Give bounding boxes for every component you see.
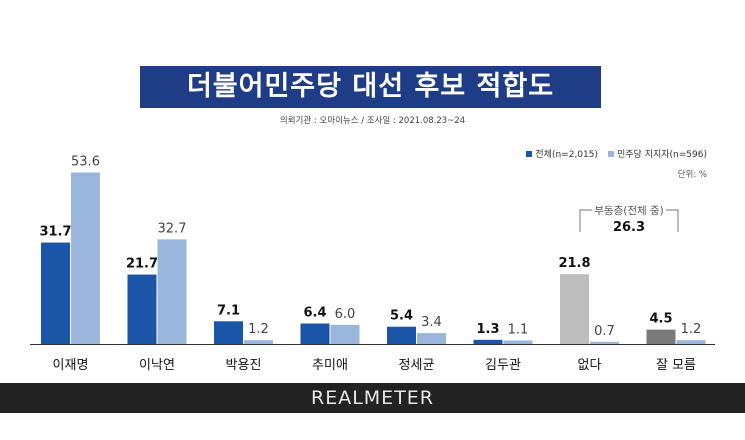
value-label-supporters-1: 32.7 — [158, 221, 187, 236]
category-label-1: 이낙연 — [139, 358, 175, 373]
bar-all-7 — [646, 329, 676, 344]
bar-supporters-7 — [676, 340, 706, 344]
bar-all-5 — [473, 339, 503, 344]
legend: 전체(n=2,015) 민주당 지지자(n=596) — [526, 147, 707, 160]
value-label-supporters-6: 0.7 — [594, 324, 615, 339]
category-label-7: 잘 모름 — [656, 358, 696, 373]
annotation-label: 부동층(전체 중) — [594, 205, 664, 217]
bar-all-6 — [560, 274, 589, 344]
brand-bar — [0, 383, 745, 413]
value-label-all-1: 21.7 — [126, 257, 158, 272]
value-label-supporters-5: 1.1 — [508, 322, 529, 337]
bar-all-3 — [300, 323, 330, 344]
value-label-all-7: 4.5 — [649, 312, 672, 327]
value-label-supporters-7: 1.2 — [681, 322, 702, 337]
legend-swatch-all — [526, 150, 533, 157]
annotation-bracket — [579, 209, 679, 232]
bar-supporters-6 — [590, 341, 619, 344]
value-label-supporters-2: 1.2 — [248, 322, 269, 337]
chart-title: 더불어민주당 대선 후보 적합도 — [140, 66, 601, 108]
bar-supporters-5 — [503, 340, 533, 344]
unit-label: 단위: % — [677, 170, 707, 180]
bar-all-2 — [214, 321, 243, 344]
brand-logo-text: REALMETER — [311, 387, 434, 409]
category-label-5: 김두관 — [485, 358, 521, 373]
value-label-supporters-3: 6.0 — [335, 307, 356, 322]
value-label-supporters-4: 3.4 — [421, 315, 442, 330]
bar-all-4 — [387, 326, 416, 344]
value-label-all-3: 6.4 — [303, 306, 326, 321]
category-label-3: 추미애 — [312, 358, 348, 373]
bar-all-0 — [41, 242, 70, 344]
category-label-0: 이재명 — [53, 358, 89, 373]
legend-label-all: 전체(n=2,015) — [535, 150, 598, 160]
legend-swatch-supporters — [608, 150, 614, 157]
annotation-value: 26.3 — [613, 220, 645, 235]
bar-supporters-1 — [157, 239, 187, 344]
legend-item-all: 전체(n=2,015) — [526, 147, 598, 160]
category-label-2: 박용진 — [226, 358, 262, 373]
bar-supporters-3 — [330, 324, 360, 344]
bar-supporters-2 — [244, 340, 273, 344]
value-label-all-4: 5.4 — [390, 309, 413, 324]
category-label-4: 정세균 — [399, 358, 435, 373]
bar-all-1 — [127, 274, 157, 344]
value-label-supporters-0: 53.6 — [71, 154, 100, 169]
legend-label-supporters: 민주당 지지자(n=596) — [617, 150, 707, 160]
category-label-6: 없다 — [578, 358, 602, 373]
bar-supporters-4 — [417, 333, 446, 344]
bar-supporters-0 — [71, 172, 100, 344]
value-label-all-2: 7.1 — [217, 303, 240, 318]
legend-item-supporters: 민주당 지지자(n=596) — [608, 147, 707, 160]
value-label-all-5: 1.3 — [476, 322, 499, 337]
value-label-all-6: 21.8 — [558, 256, 590, 271]
value-label-all-0: 31.7 — [39, 225, 71, 240]
source-info: 의뢰기관 : 오마이뉴스 / 조사일 : 2021.08.23~24 — [279, 116, 466, 126]
